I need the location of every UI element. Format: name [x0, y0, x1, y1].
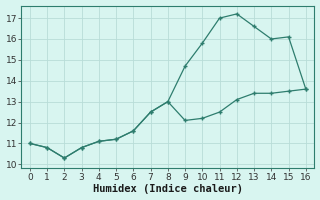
- X-axis label: Humidex (Indice chaleur): Humidex (Indice chaleur): [93, 184, 243, 194]
